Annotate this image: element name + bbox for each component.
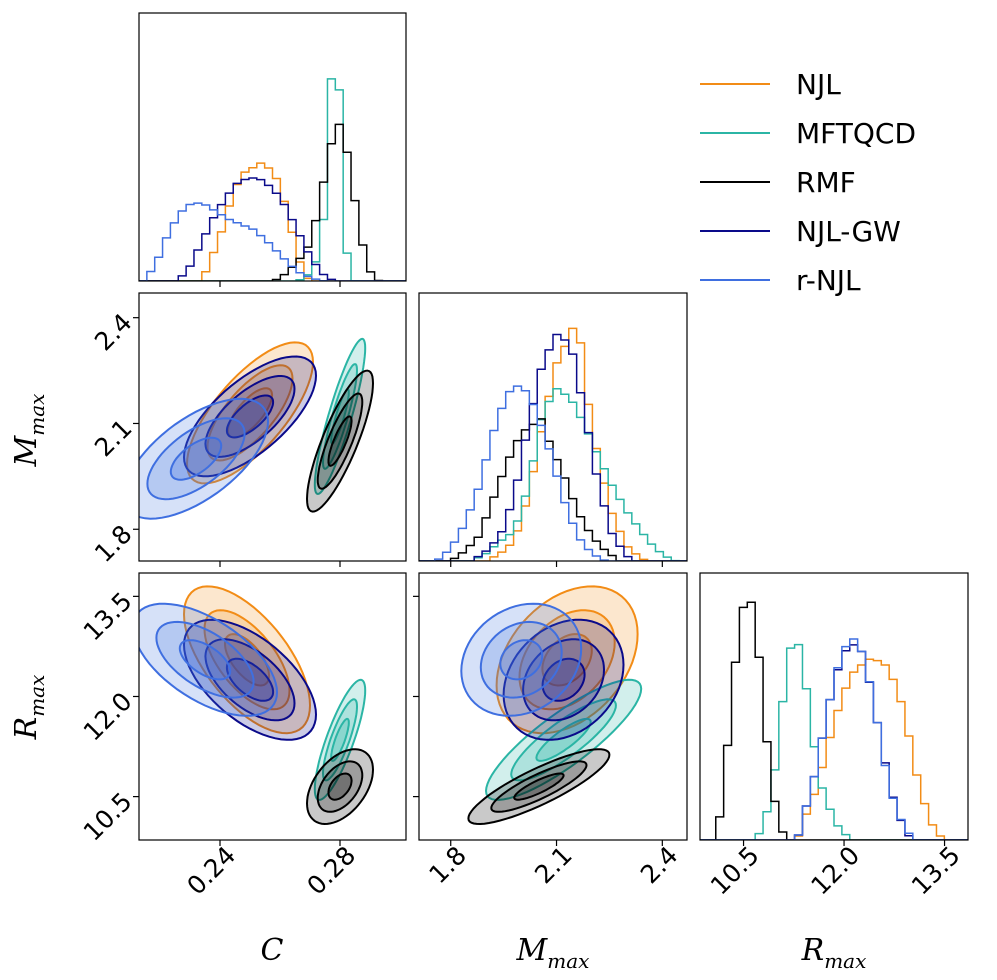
hist-M-MFTQCD [419,387,687,561]
contour-C_R-MFTQCD-1 [313,678,367,801]
hist-R-r-NJL [700,638,968,840]
contour-M_R-r-NJL-2 [479,620,563,699]
legend: NJL MFTQCD RMF NJL-GW r-NJL [700,68,916,297]
contour-C_R-RMF-3 [327,772,353,801]
contour-M_R-NJL-GW-2 [522,638,606,722]
contour-M_R-NJL-GW-3 [541,657,586,702]
xlabel-Mmax: Mmax [516,933,590,973]
contour-C_M-r-NJL-1 [139,397,270,520]
axes-frame-2-2 [699,572,969,841]
contour-C_R-RMF-2 [316,760,364,813]
contour-C_M-r-NJL-2 [146,417,246,501]
axes-frame-1-1 [418,292,688,562]
hist-C-RMF [139,123,406,281]
contour-C_M-RMF-3 [327,415,353,467]
axes-frame-1-0 [138,292,407,562]
legend-label-NJL-GW: NJL-GW [796,215,901,248]
xlabel-C: C [261,933,284,968]
hist-M-NJL-GW [419,333,687,561]
contour-C_M-NJL-3 [226,387,274,439]
axes-frame-2-0 [138,572,407,841]
ylabel-Mmax: Mmax [9,394,49,468]
hist-panel-M [419,327,687,561]
contour-C_M-NJL-GW-1 [182,355,318,478]
contour-C_R-NJL-GW-1 [182,618,318,741]
contour-C_R-r-NJL-1 [139,602,279,717]
contour-C_M-r-NJL-3 [169,436,223,481]
axes-frame-0-0 [138,12,407,282]
contour-C_M-RMF-1 [305,369,375,513]
legend-label-MFTQCD: MFTQCD [796,117,916,150]
contour-C_R-NJL-3 [223,633,271,687]
contour-C_R-MFTQCD-3 [330,717,350,762]
contour-M_R-r-NJL-1 [460,602,583,717]
legend-label-NJL: NJL [796,68,841,101]
contour-panel-M_R [460,585,643,826]
contour-panel-C_R [139,585,375,826]
xlabel-Rmax: Rmax [801,933,867,973]
hist-R-RMF [700,601,968,840]
contour-C_M-MFTQCD-1 [313,337,367,496]
hist-M-r-NJL [419,385,687,561]
hist-C-NJL [139,162,406,281]
legend-label-RMF: RMF [796,166,856,199]
hist-M-NJL [419,327,687,561]
contour-M_R-RMF-3 [513,772,565,801]
contour-C_R-r-NJL-3 [178,639,232,681]
hist-panel-R [700,601,968,840]
contour-C_M-NJL-GW-2 [204,375,296,458]
hist-M-RMF [419,418,687,561]
hist-C-r-NJL [139,202,406,281]
contour-C_R-NJL-1 [182,585,312,735]
ylabel-Rmax: Rmax [9,675,49,741]
contour-C_R-r-NJL-2 [155,620,255,699]
contour-M_R-r-NJL-3 [499,639,544,681]
contour-M_R-MFTQCD-1 [484,678,643,801]
contour-M_R-NJL-GW-1 [502,618,625,741]
contour-M_R-RMF-1 [467,748,611,826]
contour-C_R-RMF-1 [305,748,375,826]
contour-C_M-NJL-1 [185,341,315,485]
hist-R-NJL [700,658,968,840]
contour-C_R-NJL-GW-3 [225,657,275,702]
contour-C_R-NJL-GW-2 [204,638,296,722]
legend-label-r-NJL: r-NJL [796,264,861,297]
axes-frame-2-1 [418,572,688,841]
contour-M_R-MFTQCD-3 [535,717,592,762]
contour-panel-C_M [139,337,375,520]
